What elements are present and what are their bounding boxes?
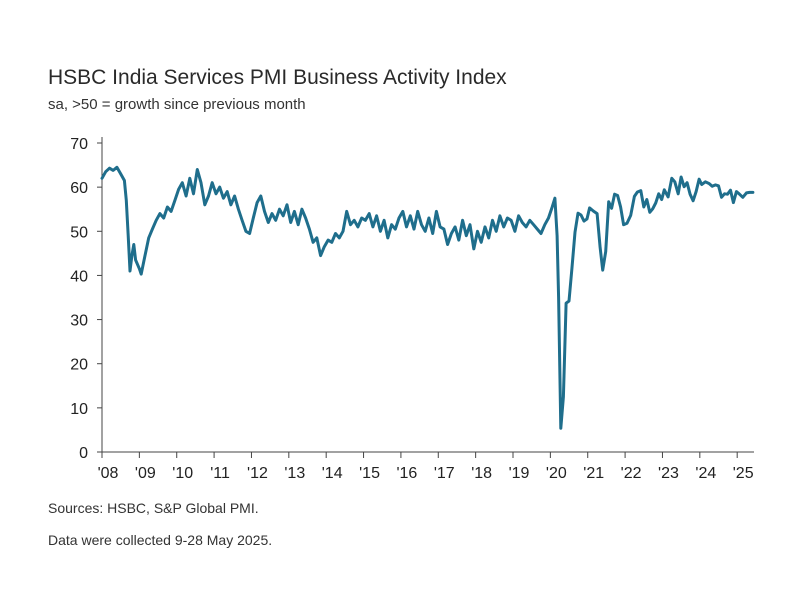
x-tick-label: '11 <box>210 465 230 482</box>
x-tick-label: '08 <box>98 465 119 482</box>
y-tick-label: 70 <box>70 136 88 153</box>
collection-note: Data were collected 9-28 May 2025. <box>48 532 273 548</box>
x-tick-label: '18 <box>471 465 492 482</box>
x-tick-label: '13 <box>284 465 305 482</box>
sources-note: Sources: HSBC, S&P Global PMI. <box>48 500 259 516</box>
x-tick-label: '17 <box>434 465 455 482</box>
y-tick-label: 10 <box>70 401 88 418</box>
chart-title: HSBC India Services PMI Business Activit… <box>48 66 507 89</box>
x-tick-label: '16 <box>396 465 417 482</box>
y-tick-label: 60 <box>70 180 88 197</box>
y-tick-label: 40 <box>70 268 88 285</box>
y-tick-label: 30 <box>70 313 88 330</box>
x-tick-label: '24 <box>695 465 716 482</box>
x-tick-label: '19 <box>509 465 530 482</box>
x-tick-label: '12 <box>247 465 268 482</box>
x-tick-label: '14 <box>322 465 343 482</box>
x-tick-label: '15 <box>359 465 380 482</box>
x-tick-label: '23 <box>658 465 679 482</box>
x-tick-label: '20 <box>546 465 567 482</box>
x-tick-label: '22 <box>621 465 642 482</box>
y-tick-label: 50 <box>70 224 88 241</box>
x-tick-label: '25 <box>733 465 754 482</box>
y-tick-label: 20 <box>70 357 88 374</box>
chart-subtitle: sa, >50 = growth since previous month <box>48 96 306 113</box>
x-tick-label: '21 <box>583 465 604 482</box>
pmi-series-line <box>100 165 755 430</box>
x-tick-label: '09 <box>135 465 156 482</box>
y-tick-label: 0 <box>79 445 88 462</box>
x-tick-label: '10 <box>172 465 193 482</box>
